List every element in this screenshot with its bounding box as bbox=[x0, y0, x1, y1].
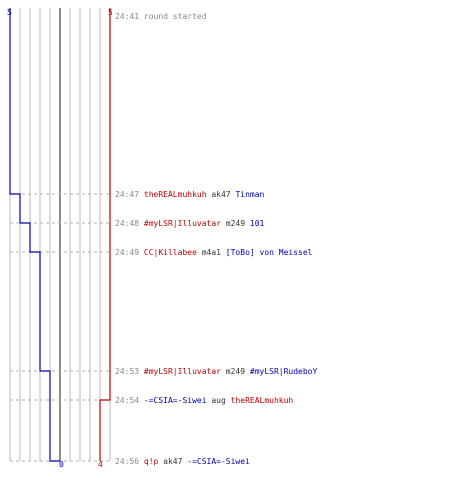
red-start-count: 5 bbox=[108, 8, 113, 17]
blue-alive-line bbox=[9, 8, 60, 462]
event-row: 24:56 q!p ak47 -=CSIA=-Siwei bbox=[115, 457, 250, 466]
event-time: 24:49 bbox=[115, 248, 144, 257]
red-alive-line bbox=[99, 8, 111, 461]
event-killer: CC|Killabee bbox=[144, 248, 197, 257]
event-log: 24:41 round started 24:47 theREALmuhkuh a… bbox=[115, 12, 317, 466]
event-killer: q!p bbox=[144, 457, 159, 466]
event-note: round started bbox=[144, 12, 207, 21]
event-time: 24:54 bbox=[115, 396, 144, 405]
event-weapon: m4a1 bbox=[197, 248, 226, 257]
red-end-count: 4 bbox=[98, 460, 103, 469]
event-victim: Tinman bbox=[235, 190, 264, 199]
event-row: 24:41 round started bbox=[115, 12, 207, 21]
blue-end-count: 0 bbox=[59, 460, 64, 469]
event-weapon: ak47 bbox=[158, 457, 187, 466]
event-victim: [ToBo] von Meissel bbox=[226, 248, 313, 257]
event-victim: 101 bbox=[250, 219, 265, 228]
event-victim: -=CSIA=-Siwei bbox=[187, 457, 250, 466]
event-time: 24:41 bbox=[115, 12, 144, 21]
event-time: 24:47 bbox=[115, 190, 144, 199]
blue-start-count: 5 bbox=[7, 8, 12, 17]
event-weapon: aug bbox=[207, 396, 231, 405]
event-killer: #myLSR|Illuvatar bbox=[144, 367, 221, 376]
event-weapon: m249 bbox=[221, 219, 250, 228]
event-killer: theREALmuhkuh bbox=[144, 190, 207, 199]
event-victim: theREALmuhkuh bbox=[231, 396, 294, 405]
event-victim: #myLSR|RudeboY bbox=[250, 367, 318, 376]
event-row: 24:48 #myLSR|Illuvatar m249 101 bbox=[115, 219, 265, 228]
event-killer: -=CSIA=-Siwei bbox=[144, 396, 207, 405]
event-time: 24:56 bbox=[115, 457, 144, 466]
event-guide-lines bbox=[10, 193, 112, 462]
event-weapon: ak47 bbox=[207, 190, 236, 199]
event-time: 24:53 bbox=[115, 367, 144, 376]
event-row: 24:54 -=CSIA=-Siwei aug theREALmuhkuh bbox=[115, 396, 293, 405]
chart-grid bbox=[9, 8, 111, 461]
event-killer: #myLSR|Illuvatar bbox=[144, 219, 221, 228]
event-weapon: m249 bbox=[221, 367, 250, 376]
event-row: 24:53 #myLSR|Illuvatar m249 #myLSR|Rudeb… bbox=[115, 367, 317, 376]
event-row: 24:49 CC|Killabee m4a1 [ToBo] von Meisse… bbox=[115, 248, 313, 257]
alive-step-lines bbox=[9, 8, 111, 462]
event-time: 24:48 bbox=[115, 219, 144, 228]
event-row: 24:47 theREALmuhkuh ak47 Tinman bbox=[115, 190, 265, 199]
